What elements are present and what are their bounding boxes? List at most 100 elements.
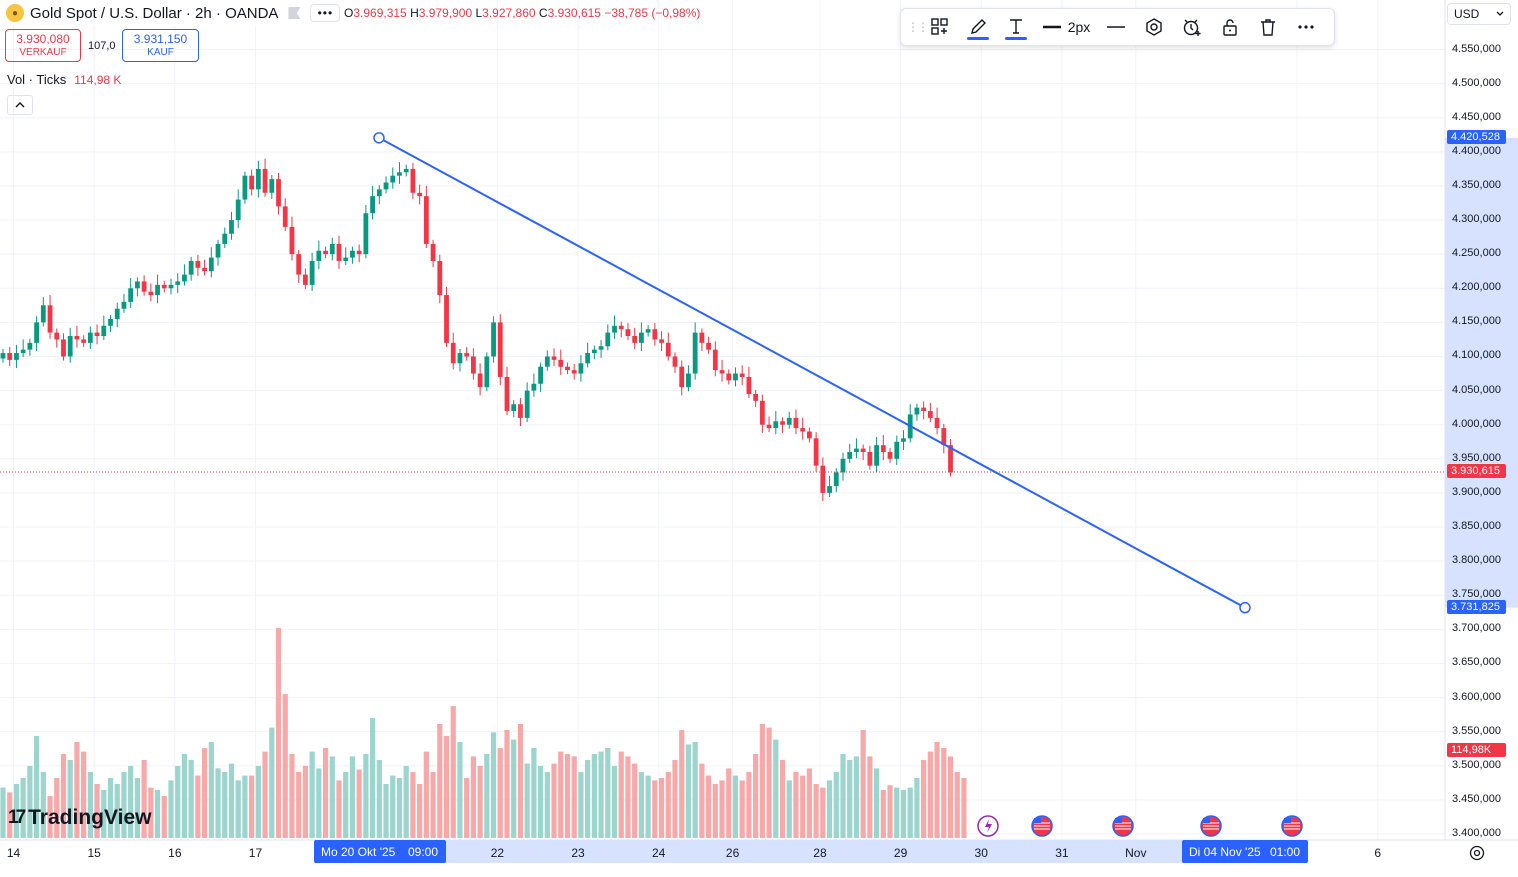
volume-bar — [282, 694, 288, 838]
alert-button[interactable] — [1173, 12, 1211, 42]
volume-legend[interactable]: Vol · Ticks 114,98 K — [7, 72, 122, 87]
candle-body — [47, 305, 53, 333]
candle-body — [67, 336, 73, 357]
candle-body — [40, 305, 46, 323]
volume-bar — [779, 760, 786, 838]
time-tick-label: Nov — [1125, 846, 1147, 860]
axis-settings-icon[interactable] — [1468, 844, 1486, 862]
candle-body — [807, 431, 812, 439]
candle-body — [423, 196, 429, 244]
time-tick-label: 23 — [571, 846, 585, 860]
us-flag-event-icon[interactable] — [1112, 815, 1134, 837]
candle-body — [20, 349, 26, 354]
candle-body — [948, 445, 953, 473]
volume-bar — [907, 787, 913, 838]
sell-button[interactable]: 3.930,080 VERKAUF — [5, 29, 81, 62]
currency-select[interactable]: USD — [1447, 3, 1511, 25]
line-width-button[interactable]: 2px — [1035, 12, 1097, 42]
candle-body — [632, 336, 638, 343]
candle-body — [87, 332, 93, 343]
volume-bar — [692, 742, 698, 838]
volume-bar — [820, 787, 826, 838]
candle-body — [820, 465, 826, 493]
time-tick-label: 17 — [248, 846, 263, 860]
delete-button[interactable] — [1249, 12, 1287, 42]
templates-button[interactable] — [921, 12, 959, 42]
volume-bar — [242, 775, 248, 838]
time-tick-label: 29 — [893, 846, 908, 860]
legend-more-icon[interactable]: ••• — [310, 4, 341, 22]
time-tick-label: 16 — [168, 846, 182, 860]
price-tick-label: 4.500,000 — [1452, 76, 1501, 89]
volume-bar — [161, 796, 167, 838]
volume-bar — [840, 754, 846, 838]
volume-bar — [921, 760, 927, 838]
time-tick-label: 26 — [725, 846, 740, 860]
candle-body — [249, 175, 255, 190]
candle-body — [491, 322, 496, 357]
volume-bar — [47, 796, 53, 838]
dividend-event-icon[interactable] — [977, 815, 999, 837]
volume-bar — [618, 751, 624, 838]
collapse-legend-button[interactable] — [7, 95, 33, 115]
text-color-button[interactable] — [997, 12, 1035, 42]
volume-bar — [430, 772, 436, 838]
volume-bar — [679, 730, 685, 838]
volume-bar — [793, 772, 799, 838]
more-button[interactable] — [1287, 12, 1325, 42]
candle-body — [712, 349, 718, 371]
drag-handle-icon[interactable]: ⋮⋮ — [907, 20, 929, 34]
volume-bar — [356, 769, 362, 838]
candle-body — [927, 411, 933, 418]
symbol-title[interactable]: Gold Spot / U.S. Dollar · 2h · OANDA — [30, 4, 279, 22]
candle-body — [329, 243, 335, 255]
candle-body — [518, 404, 523, 418]
price-tick-label: 3.450,000 — [1452, 792, 1501, 805]
symbol-legend[interactable]: ● Gold Spot / U.S. Dollar · 2h · OANDA •… — [0, 0, 347, 26]
time-range-highlight — [379, 840, 1245, 863]
drawing-toolbar: ⋮⋮ 2px — [900, 8, 1335, 46]
price-tick-label: 4.050,000 — [1452, 383, 1501, 396]
line-style-button[interactable] — [1097, 12, 1135, 42]
volume-bar — [672, 760, 678, 838]
buy-button[interactable]: 3.931,150 KAUF — [122, 29, 199, 62]
candle-body — [363, 213, 369, 255]
line-color-button[interactable] — [959, 12, 997, 42]
candle-body — [229, 220, 234, 234]
us-flag-event-icon[interactable] — [1200, 815, 1222, 837]
candle-body — [504, 376, 510, 412]
line-width-label: 2px — [1067, 19, 1091, 35]
volume-bar — [511, 739, 517, 838]
volume-bar — [867, 756, 873, 838]
volume-bar — [457, 742, 463, 838]
settings-button[interactable] — [1135, 12, 1173, 42]
volume-bar — [249, 775, 255, 838]
volume-bar — [450, 706, 456, 838]
us-flag-event-icon[interactable] — [1031, 815, 1053, 837]
gold-symbol-icon: ● — [6, 4, 24, 22]
volume-bar — [699, 763, 705, 838]
volume-bar — [67, 760, 73, 838]
candle-body — [188, 260, 194, 275]
candle-body — [343, 257, 349, 261]
candle-body — [175, 281, 181, 285]
time-highlight-label: Di 04 Nov '25 01:00 — [1182, 840, 1308, 863]
candle-body — [847, 451, 853, 459]
tradingview-logo[interactable]: 17 TradingView — [8, 806, 151, 830]
volume-bar — [490, 732, 497, 838]
candle-body — [766, 424, 772, 429]
candle-body — [759, 400, 765, 425]
candle-body — [605, 332, 611, 347]
candle-body — [746, 376, 752, 394]
us-flag-event-icon[interactable] — [1281, 815, 1303, 837]
candle-body — [101, 325, 107, 337]
volume-bar — [322, 748, 329, 838]
volume-bar — [941, 748, 947, 838]
flag-icon[interactable] — [288, 7, 301, 19]
lock-button[interactable] — [1211, 12, 1249, 42]
volume-bar — [591, 754, 597, 838]
candle-body — [813, 438, 819, 466]
candle-body — [7, 353, 13, 360]
candle-body — [303, 274, 308, 285]
